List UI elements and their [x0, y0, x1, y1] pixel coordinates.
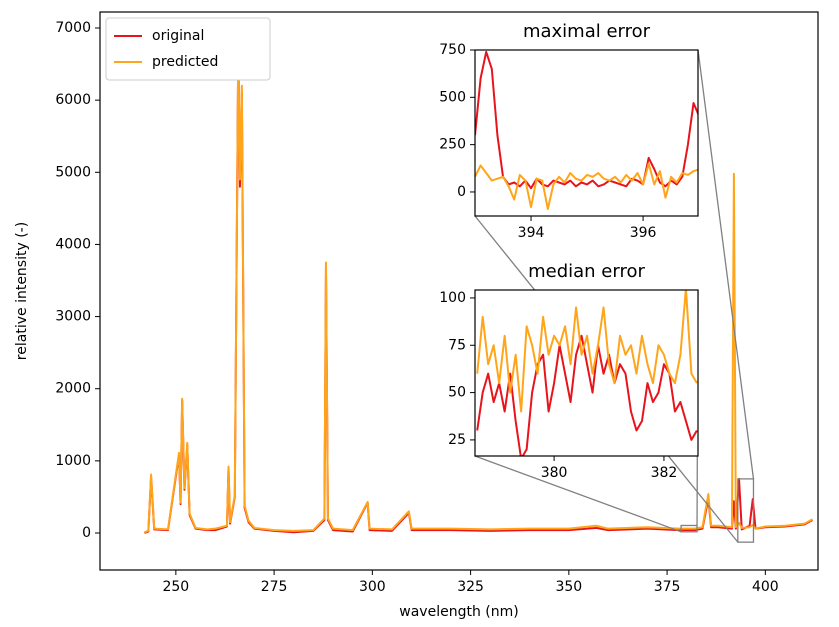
y-tick-label: 5000 [55, 164, 91, 180]
y-tick-label: 75 [448, 337, 466, 353]
y-tick-label: 500 [439, 89, 466, 105]
x-tick-label: 394 [518, 225, 545, 241]
y-tick-label: 100 [439, 290, 466, 306]
plot-area [475, 50, 698, 216]
x-tick-label: 382 [651, 465, 678, 481]
x-tick-label: 325 [457, 579, 484, 595]
zoom-box [737, 478, 755, 543]
y-tick-label: 3000 [55, 309, 91, 325]
axes-frame [474, 49, 699, 217]
legend-label: original [152, 28, 204, 44]
axes-frame [99, 11, 819, 571]
x-tick-label: 275 [261, 579, 288, 595]
series-line [475, 162, 698, 210]
y-tick-label: 4000 [55, 236, 91, 252]
lines [144, 37, 813, 534]
y-tick-label: 7000 [55, 20, 91, 36]
lines [475, 50, 698, 210]
x-tick-label: 396 [630, 225, 657, 241]
y-axis-label: relative intensity (-) [14, 222, 30, 360]
x-axis-label: wavelength (nm) [399, 604, 518, 620]
zoom-connector [697, 49, 755, 479]
x-tick-label: 380 [541, 465, 568, 481]
y-tick-label: 0 [82, 525, 91, 541]
x-tick-label: 350 [555, 579, 582, 595]
legend-label: predicted [152, 54, 218, 70]
series-line [476, 290, 698, 413]
zoom-box [680, 524, 698, 533]
series-line [476, 334, 698, 456]
y-tick-label: 2000 [55, 381, 91, 397]
x-tick-label: 375 [654, 579, 681, 595]
y-tick-label: 1000 [55, 453, 91, 469]
axes-frame [474, 289, 699, 457]
axes-title: maximal error [523, 21, 651, 42]
y-tick-label: 25 [448, 432, 466, 448]
axes: 380 382 25 50 75 100 median error [439, 261, 699, 481]
y-tick-label: 0 [457, 184, 466, 200]
x-tick-label: 400 [752, 579, 779, 595]
y-tick-label: 750 [439, 42, 466, 58]
axes-title: median error [528, 261, 645, 282]
lines [476, 290, 698, 456]
x-tick-label: 300 [359, 579, 386, 595]
x-tick-label: 250 [162, 579, 189, 595]
y-tick-label: 250 [439, 137, 466, 153]
legend-box [105, 17, 271, 81]
y-tick-label: 6000 [55, 92, 91, 108]
y-tick-label: 50 [448, 385, 466, 401]
legend: original predicted [105, 17, 271, 81]
axes: 394 396 0 250 500 750 maximal error [439, 21, 699, 241]
zoom-connector [474, 455, 682, 533]
series-line [144, 41, 813, 534]
